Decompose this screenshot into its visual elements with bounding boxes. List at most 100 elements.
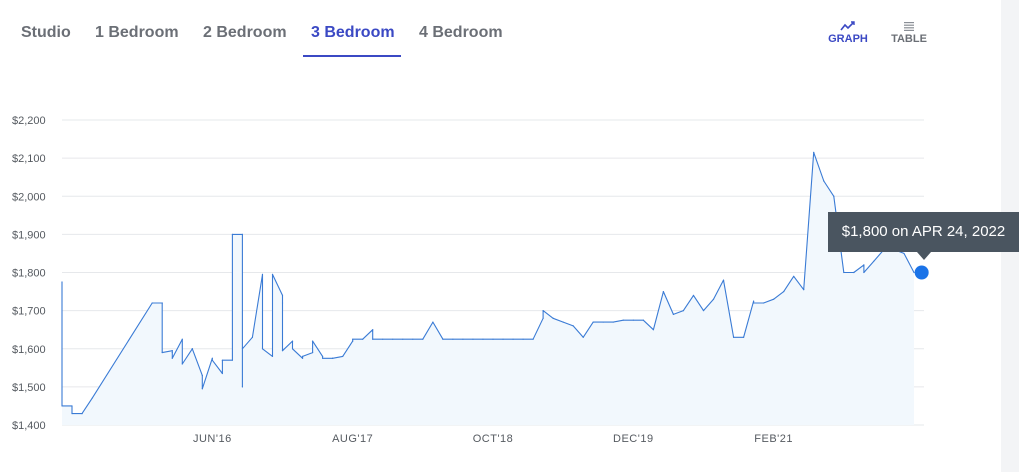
tab-studio[interactable]: Studio: [21, 24, 71, 41]
data-point: [863, 271, 865, 274]
data-point: [753, 302, 755, 304]
y-tick-label: $2,200: [12, 115, 46, 127]
data-point: [71, 412, 73, 415]
data-point: [572, 325, 574, 327]
data-point: [432, 321, 434, 323]
data-point: [352, 338, 354, 340]
data-point: [592, 321, 594, 323]
data-point: [402, 338, 404, 340]
data-point: [311, 351, 314, 354]
data-point: [532, 338, 534, 340]
data-point: [552, 317, 554, 319]
data-point: [332, 357, 334, 359]
data-point: [542, 317, 544, 319]
data-point: [221, 372, 223, 375]
y-tick-label: $2,000: [12, 191, 46, 203]
data-point: [823, 180, 825, 182]
data-point: [241, 233, 244, 235]
table-view-button[interactable]: TABLE: [884, 20, 934, 45]
graph-view-label: GRAPH: [828, 33, 868, 45]
data-point: [171, 351, 173, 354]
y-tick-label: $1,500: [12, 382, 46, 394]
data-point: [482, 338, 484, 340]
data-point: [201, 388, 203, 390]
tab-1-bedroom[interactable]: 1 Bedroom: [95, 24, 179, 41]
data-point: [301, 357, 304, 359]
data-point: [71, 405, 73, 407]
data-point: [322, 357, 324, 359]
tab-3-bedroom[interactable]: 3 Bedroom: [311, 24, 395, 41]
data-point: [211, 357, 213, 359]
data-point: [362, 338, 364, 340]
x-tick-label: JUN'16: [193, 433, 232, 445]
data-point: [903, 252, 905, 255]
tab-2-bedroom[interactable]: 2 Bedroom: [203, 24, 287, 41]
data-point: [522, 338, 524, 340]
data-point: [873, 260, 875, 262]
data-point: [712, 298, 715, 300]
data-point: [412, 338, 414, 340]
data-point: [301, 355, 304, 357]
data-point: [61, 405, 63, 407]
data-point: [181, 363, 183, 365]
data-point: [231, 359, 233, 361]
data-point: [722, 279, 725, 281]
data-point: [61, 281, 63, 283]
data-point: [271, 355, 274, 357]
data-point: [281, 302, 284, 304]
data-point: [702, 310, 705, 312]
data-point: [311, 340, 314, 342]
data-point: [662, 290, 664, 293]
table-view-label: TABLE: [891, 33, 927, 45]
data-point: [161, 302, 163, 304]
data-point: [442, 338, 444, 340]
data-point: [853, 271, 855, 274]
tab-4-bedroom[interactable]: 4 Bedroom: [419, 24, 503, 41]
data-point: [91, 397, 93, 399]
data-point: [261, 348, 264, 350]
data-point: [271, 273, 274, 276]
data-point: [732, 336, 735, 338]
data-point: [322, 355, 324, 357]
data-point: [352, 340, 354, 342]
y-tick-label: $2,100: [12, 153, 46, 165]
data-point: [622, 319, 624, 321]
data-point: [512, 338, 514, 340]
x-tick-label: FEB'21: [754, 433, 793, 445]
data-point: [201, 374, 203, 377]
data-point: [251, 336, 254, 338]
data-point: [843, 271, 845, 274]
data-point: [632, 319, 634, 321]
data-point: [773, 298, 775, 300]
x-tick-label: OCT'18: [473, 433, 514, 445]
data-point: [692, 294, 695, 296]
data-point: [542, 310, 544, 312]
data-point: [813, 151, 815, 154]
data-point: [241, 348, 244, 350]
series-area-fill: [62, 152, 914, 425]
graph-view-button[interactable]: GRAPH: [823, 20, 873, 45]
data-point: [652, 329, 654, 331]
data-point: [281, 350, 284, 352]
data-point: [803, 289, 805, 291]
highlighted-point[interactable]: [914, 265, 929, 280]
data-point: [261, 273, 264, 276]
active-tab-indicator: [303, 55, 401, 57]
price-tooltip: $1,800 on APR 24, 2022: [828, 212, 1019, 252]
data-point: [783, 290, 785, 293]
data-point: [291, 348, 294, 350]
data-point: [221, 359, 223, 361]
data-point: [582, 336, 584, 338]
data-point: [171, 357, 173, 359]
data-point: [642, 319, 644, 321]
y-tick-label: $1,400: [12, 420, 46, 432]
data-point: [392, 338, 394, 340]
x-tick-label: DEC'19: [613, 433, 654, 445]
data-point: [161, 351, 163, 354]
data-point: [181, 338, 183, 340]
y-tick-label: $1,800: [12, 268, 46, 280]
data-point: [562, 321, 564, 323]
data-point: [241, 386, 244, 388]
data-point: [211, 359, 213, 361]
